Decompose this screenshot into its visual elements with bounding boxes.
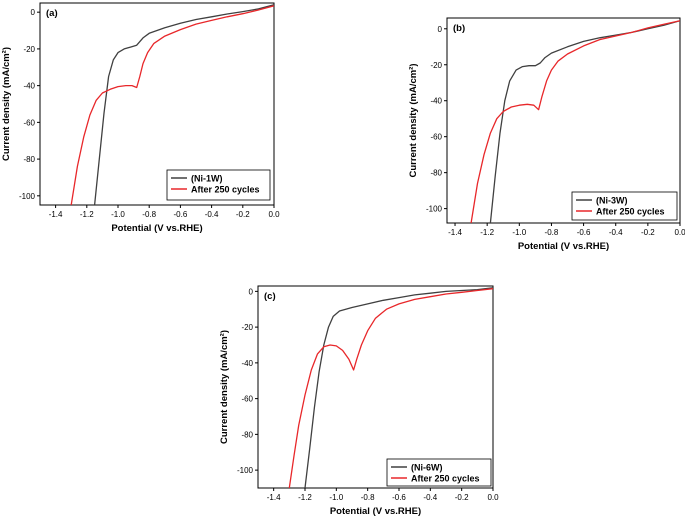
panel-1-series-after-cycles-line [70,5,274,205]
panel-2-x-tick-label: -0.4 [609,228,623,237]
panel-3-legend: (Ni-6W)After 250 cycles [386,458,492,487]
panel-2-legend-box [571,191,678,221]
panel-2: -1.4 -1.2 -1.0 -0.8 -0.6 -0.4 -0.2 0.0 0 -20 -40 -6… [408,17,685,252]
panel-1-x-tick-label: -0.2 [236,210,250,219]
panel-1-x-tick-label: 0.0 [268,210,280,219]
panel-1-label: (a) [46,8,58,19]
panel-3: -1.4 -1.2 -1.0 -0.8 -0.6 -0.4 -0.2 0.0 0 -20 -40 -6… [219,285,499,517]
panel-3-x-tick-label: -1.2 [298,493,312,502]
panel-1-y-axis-title: Current density (mA/cm²) [1,47,12,161]
panel-3-y-tick-label: -40 [241,359,253,368]
panel-1-legend-box [166,169,271,201]
panel-3-x-tick-label: -0.4 [423,493,437,502]
panel-1-legend-label: After 250 cycles [191,185,260,195]
panel-2-y-tick-label: -40 [430,97,442,106]
panel-1-y-tick-label: -100 [19,192,36,201]
panel-2-legend: (Ni-3W)After 250 cycles [571,191,678,221]
panel-2-y-axis-title: Current density (mA/cm²) [408,63,419,177]
panel-2-label: (b) [453,23,465,34]
panel-1-y-tick-label: -60 [23,118,35,127]
panel-2-y-tick-label: -60 [430,133,442,142]
panel-1-y-tick-label: -40 [23,82,35,91]
panel-2-legend-label: After 250 cycles [596,207,665,217]
panel-1-plot-frame [39,2,275,206]
panel-2-legend-label: (Ni-3W) [596,196,628,206]
panel-3-y-tick-label: -60 [241,395,253,404]
panel-3-x-tick-label: -1.0 [329,493,343,502]
panel-3-series-pristine-line [304,287,493,488]
panel-3-legend-label: After 250 cycles [411,474,480,484]
panel-2-x-tick-label: 0.0 [674,228,685,237]
panel-3-legend-box [386,458,492,487]
panel-3-y-tick-label: -80 [241,430,253,439]
panel-1-y-tick-label: 0 [31,8,36,17]
panel-3-x-tick-label: -0.6 [392,493,406,502]
panel-1-y-tick-label: -20 [23,45,35,54]
panel-1-x-tick-label: -1.0 [111,210,125,219]
panel-3-plot-frame [257,285,494,489]
panel-3-x-tick-label: -0.2 [455,493,469,502]
panel-3-x-axis-title: Potential (V vs.RHE) [330,506,421,517]
panel-1-x-tick-label: -1.2 [80,210,94,219]
panel-1: -1.4 -1.2 -1.0 -0.8 -0.6 -0.4 -0.2 0.0 0 -20 -40 -6… [1,2,280,234]
panel-2-x-tick-label: -0.6 [577,228,591,237]
panel-1-series-pristine-line [93,4,274,205]
panel-3-x-tick-label: 0.0 [487,493,499,502]
panel-3-y-tick-label: 0 [249,287,254,296]
panel-1-x-axis-title: Potential (V vs.RHE) [111,223,202,234]
panel-2-x-tick-label: -1.0 [512,228,526,237]
panel-2-y-tick-label: -20 [430,61,442,70]
panel-1-x-tick-label: -0.6 [174,210,188,219]
panel-2-x-axis-title: Potential (V vs.RHE) [518,241,609,252]
panel-2-y-tick-label: -100 [426,205,443,214]
panel-1-legend: (Ni-1W)After 250 cycles [166,169,271,201]
panel-2-y-tick-label: 0 [438,25,443,34]
panel-2-x-tick-label: -1.2 [480,228,494,237]
panel-2-x-tick-label: -1.4 [448,228,462,237]
panel-1-y-tick-label: -80 [23,155,35,164]
panel-1-legend-label: (Ni-1W) [191,174,223,184]
panel-3-y-axis-title: Current density (mA/cm²) [219,330,230,444]
panel-2-series-after-cycles-line [470,20,680,223]
panel-1-x-tick-label: -0.8 [142,210,156,219]
panel-1-x-tick-label: -1.4 [49,210,63,219]
panel-3-x-tick-label: -1.4 [267,493,281,502]
panel-2-y-tick-label: -80 [430,169,442,178]
panel-3-x-tick-label: -0.8 [361,493,375,502]
panel-3-y-tick-label: -20 [241,323,253,332]
panel-1-x-tick-label: -0.4 [205,210,219,219]
panel-3-legend-label: (Ni-6W) [411,463,443,473]
panel-3-series-after-cycles-line [288,288,493,488]
panel-3-y-tick-label: -100 [237,466,254,475]
panel-3-label: (c) [264,291,276,302]
panel-2-plot-frame [446,17,681,224]
panel-2-x-tick-label: -0.2 [641,228,655,237]
panel-2-x-tick-label: -0.8 [545,228,559,237]
